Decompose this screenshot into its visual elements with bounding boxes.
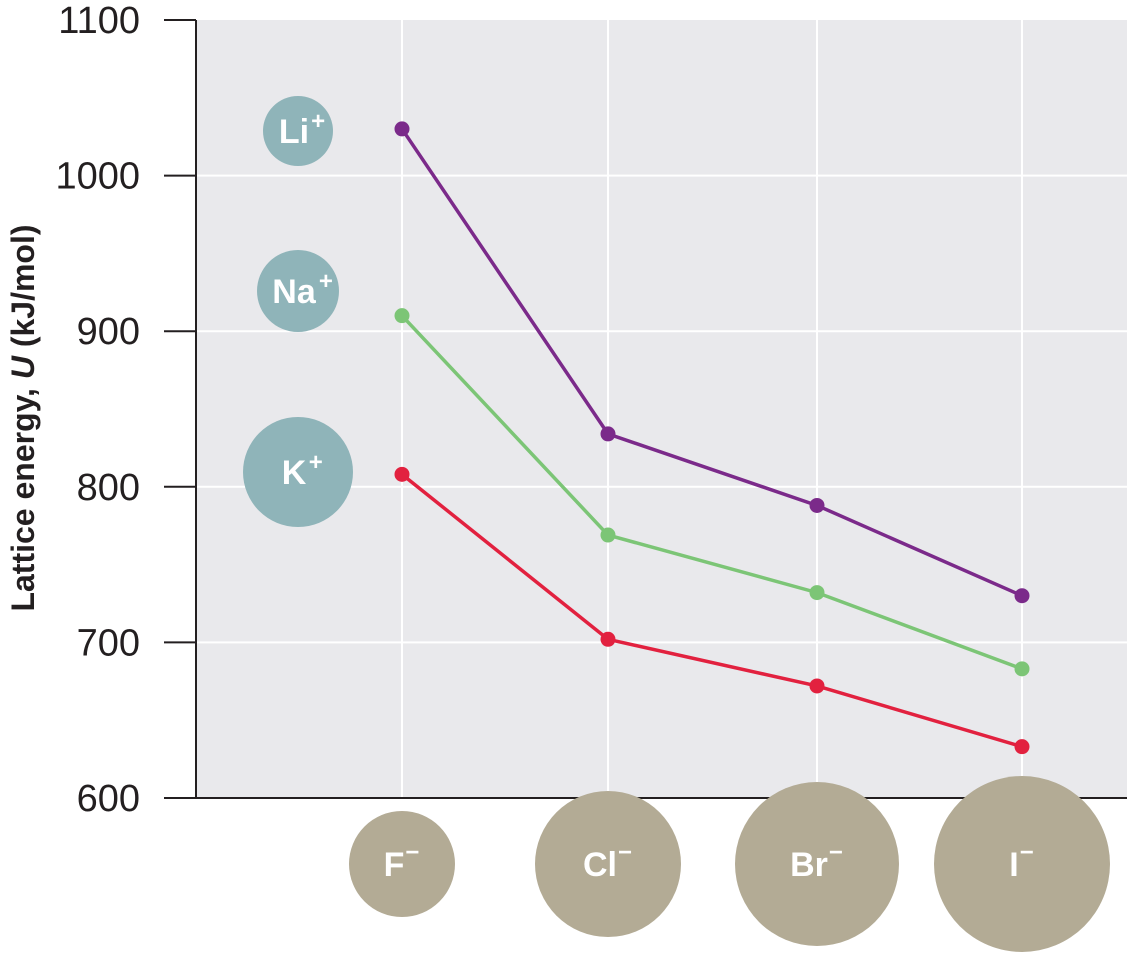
y-axis-label-prefix: Lattice energy, [5,379,41,611]
y-tick-label: 1000 [55,156,140,198]
anion-charge-f: − [405,839,419,866]
cation-circle-k [243,417,353,527]
y-axis-label-symbol: U [5,355,41,379]
anion-labels: F − Cl − Br − I − [349,776,1110,952]
cation-circle-na [257,250,339,332]
series-line-li [400,127,1023,598]
y-tick-label: 800 [77,467,140,509]
gridlines [196,20,1127,798]
anion-label-i: I [1009,846,1018,884]
data-point-k-f [394,466,410,482]
plot-background [196,20,1127,798]
cation-label-li: Li [279,113,309,151]
data-point-na-i [1014,661,1030,677]
anion-circle-i [934,776,1110,952]
data-point-na-f [394,308,410,324]
anion-charge-i: − [1020,839,1034,866]
y-tick-label: 900 [77,311,140,353]
data-point-k-i [1014,739,1030,755]
y-axis-label-unit: (kJ/mol) [5,224,41,356]
series-line-na [400,314,1023,671]
data-point-na-cl [600,527,616,543]
series-lines [394,121,1030,755]
cation-circle-li [263,96,333,166]
cation-charge-li: + [311,108,325,135]
anion-label-f: F [384,846,405,884]
anion-charge-cl: − [618,839,632,866]
cation-labels: Li +Na +K + [243,96,353,527]
cation-label-k: K [282,454,307,492]
y-tick-label: 1100 [58,0,140,42]
series-line-k [400,472,1023,749]
anion-label-cl: Cl [583,846,617,884]
y-tick-label: 600 [77,778,140,820]
data-point-k-br [809,678,825,694]
data-point-k-cl [600,631,616,647]
data-point-li-i [1014,588,1030,604]
anion-circle-br [735,782,899,946]
y-tick-labels: 600 700 800 900 1000 1100 [55,0,140,820]
data-point-na-br [809,585,825,601]
cation-label-na: Na [272,273,317,311]
data-point-li-cl [600,426,616,442]
y-tick-label: 700 [77,622,140,664]
anion-circle-f [349,811,455,917]
data-point-li-f [394,121,410,137]
anion-charge-br: − [829,839,843,866]
anion-circle-cl [535,791,681,937]
data-point-li-br [809,497,825,513]
y-axis-label: Lattice energy, U (kJ/mol) [5,224,41,611]
cation-charge-k: + [309,449,323,476]
anion-label-br: Br [790,846,828,884]
cation-charge-na: + [319,268,333,295]
